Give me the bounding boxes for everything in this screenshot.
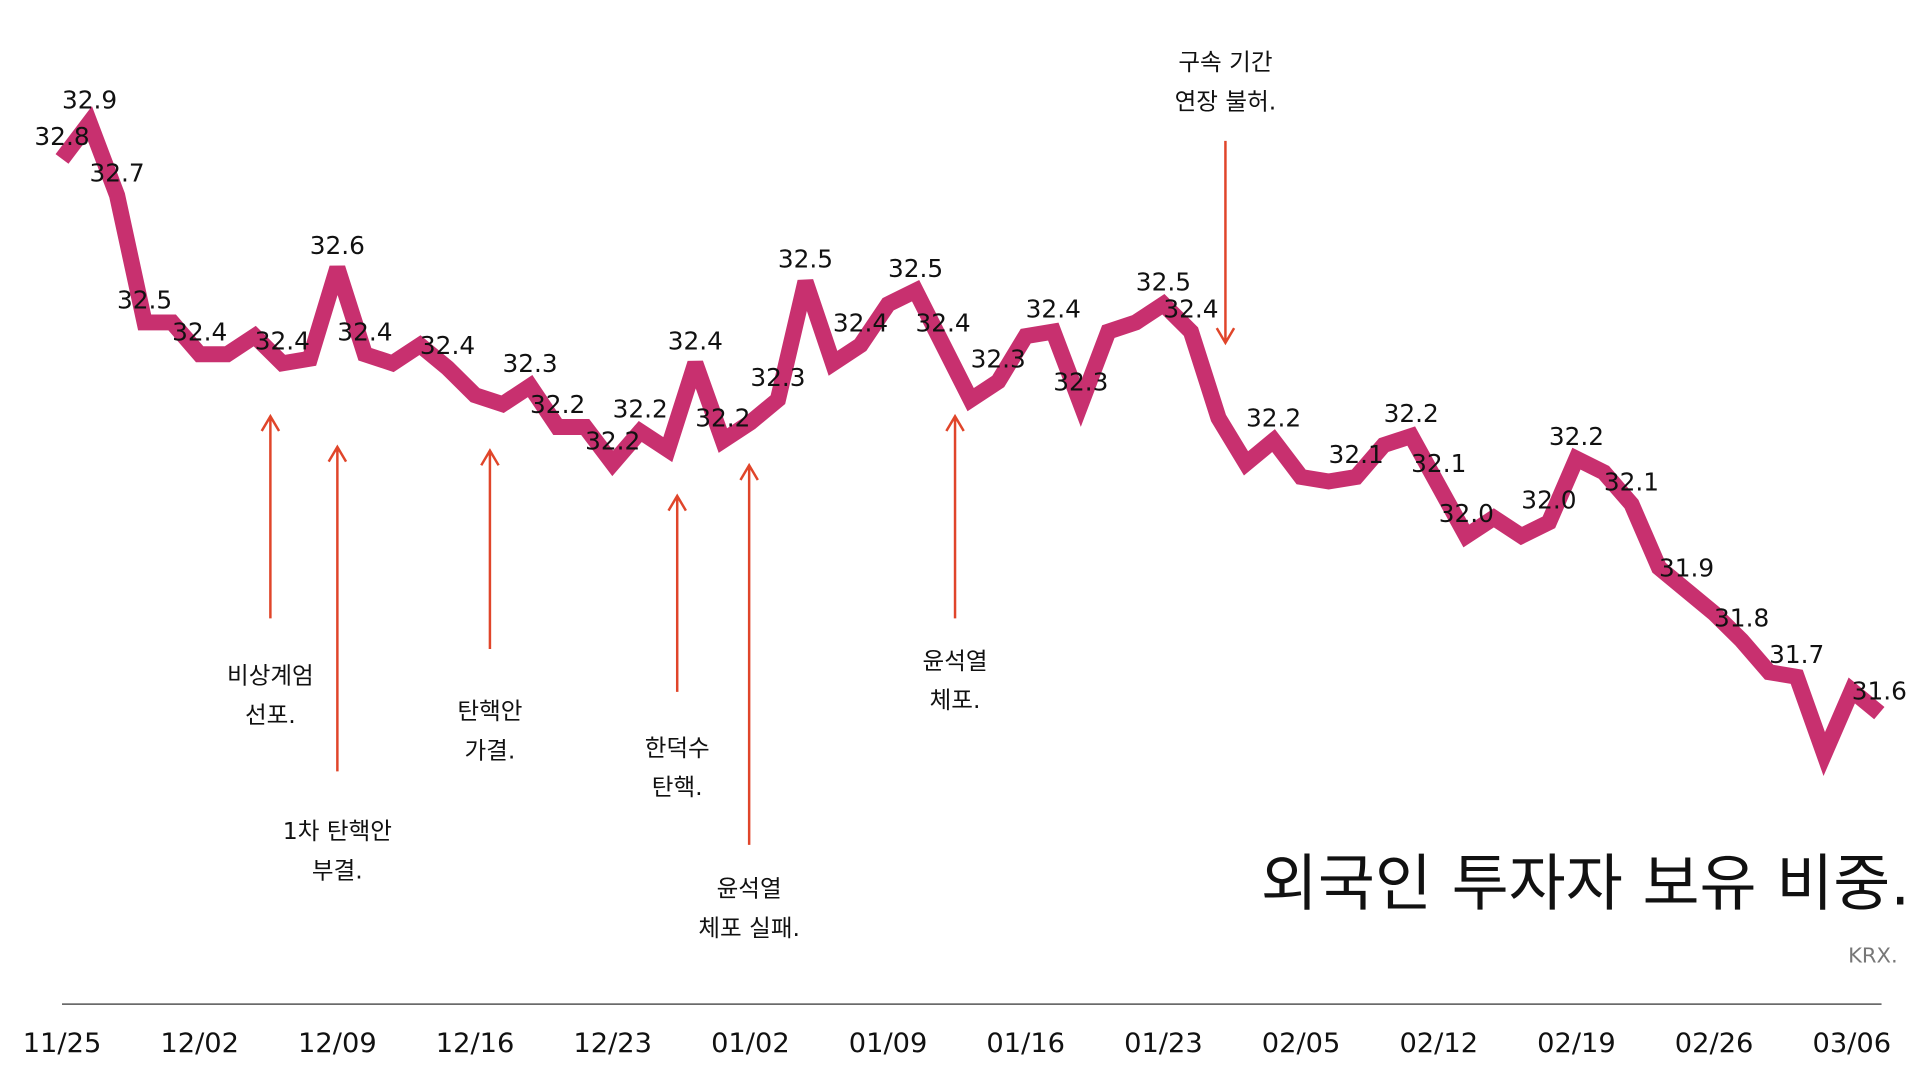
- x-tick-label: 12/23: [573, 1028, 652, 1059]
- x-tick-label: 02/19: [1537, 1028, 1616, 1059]
- annotation-arrow: [945, 413, 965, 619]
- data-label: 32.2: [1549, 422, 1604, 451]
- annotation-arrow: [327, 444, 348, 772]
- data-label: 31.9: [1659, 554, 1714, 583]
- data-label: 32.8: [34, 122, 89, 151]
- x-tick-label: 02/26: [1675, 1028, 1754, 1059]
- data-label: 32.1: [1329, 440, 1384, 469]
- line: [55, 106, 1885, 776]
- x-tick-label: 03/06: [1812, 1028, 1891, 1059]
- data-label: 31.6: [1852, 676, 1907, 705]
- annotation: 부결.: [312, 856, 363, 884]
- data-label: 32.4: [255, 327, 310, 356]
- data-label: 32.1: [1604, 467, 1659, 496]
- annotation: 탄핵안: [457, 697, 522, 725]
- data-label: 32.0: [1439, 499, 1494, 528]
- annotation: 선포.: [245, 701, 296, 729]
- annotation-arrow: [667, 493, 687, 692]
- x-tick-label: 12/02: [160, 1028, 239, 1059]
- x-tick-label: 02/05: [1262, 1028, 1341, 1059]
- data-label: 31.7: [1769, 640, 1824, 669]
- data-label: 32.2: [1246, 404, 1301, 433]
- chart-title: 외국인 투자자 보유 비중.: [1261, 848, 1910, 920]
- data-label: 32.3: [971, 345, 1026, 374]
- x-tick-label: 12/16: [436, 1028, 515, 1059]
- annotation: 구속 기간: [1178, 48, 1272, 76]
- data-label: 32.5: [1136, 268, 1191, 297]
- x-tick-label: 01/09: [849, 1028, 928, 1059]
- x-tick-label: 11/25: [23, 1028, 102, 1059]
- data-label: 32.4: [833, 308, 888, 337]
- data-label: 32.6: [310, 231, 365, 260]
- data-label: 32.4: [1026, 295, 1081, 324]
- x-tick-label: 01/23: [1124, 1028, 1203, 1059]
- x-tick-label: 01/02: [711, 1028, 790, 1059]
- annotation-arrow: [1215, 140, 1236, 346]
- annotation: 윤석열: [923, 647, 988, 675]
- data-label: 32.1: [1411, 449, 1466, 478]
- data-label: 32.3: [503, 349, 558, 378]
- data-label: 32.4: [1163, 295, 1218, 324]
- annotation: 한덕수: [645, 734, 710, 762]
- data-label: 32.5: [778, 245, 833, 274]
- annotation: 윤석열: [717, 875, 782, 903]
- data-label: 32.2: [530, 390, 585, 419]
- x-tick-label: 01/16: [986, 1028, 1065, 1059]
- data-label: 32.4: [420, 331, 475, 360]
- data-label: 32.2: [1384, 399, 1439, 428]
- annotation: 가결.: [465, 736, 516, 764]
- annotation: 체포.: [930, 686, 981, 714]
- data-label: 32.2: [585, 427, 640, 456]
- data-label: 32.2: [613, 395, 668, 424]
- x-tick-label: 02/12: [1399, 1028, 1478, 1059]
- data-label: 32.4: [337, 318, 392, 347]
- annotation: 비상계엄: [227, 662, 314, 690]
- annotation: 체포 실패.: [698, 914, 800, 942]
- data-label: 32.7: [89, 159, 144, 188]
- data-label: 32.0: [1521, 486, 1576, 515]
- annotation: 탄핵.: [652, 773, 703, 801]
- data-label: 32.9: [62, 86, 117, 115]
- annotation: 연장 불허.: [1175, 87, 1277, 115]
- annotation-arrow: [480, 448, 500, 649]
- data-label: 32.4: [916, 308, 971, 337]
- annotation: 1차 탄핵안: [283, 817, 392, 845]
- data-label: 32.4: [172, 318, 227, 347]
- data-label: 32.2: [695, 404, 750, 433]
- data-label: 32.3: [1053, 368, 1108, 397]
- source: KRX.: [1848, 943, 1898, 967]
- annotation-arrow: [260, 413, 281, 619]
- x-tick-label: 12/09: [298, 1028, 377, 1059]
- data-label: 32.5: [117, 286, 172, 315]
- data-label: 31.8: [1714, 604, 1769, 633]
- data-label: 32.4: [668, 327, 723, 356]
- data-label: 32.3: [750, 363, 805, 392]
- data-label: 32.5: [888, 254, 943, 283]
- annotation-arrow: [739, 462, 759, 845]
